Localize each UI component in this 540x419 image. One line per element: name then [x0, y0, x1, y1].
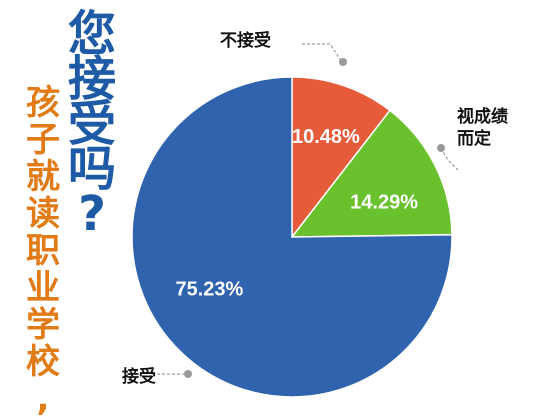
title-char: 接: [67, 51, 116, 107]
pie-slice: [291, 76, 391, 240]
pie-slice: [131, 76, 453, 398]
title-char: 您: [67, 6, 116, 62]
slice-value-label: 10.48%: [292, 126, 360, 148]
callout-dot: [184, 370, 192, 378]
callout-line: [302, 43, 343, 63]
callout-line: [440, 147, 459, 171]
slice-value-label: 14.29%: [350, 191, 418, 213]
slice-category-label: 而定: [457, 128, 491, 149]
title-char: 吗: [67, 141, 116, 197]
chart-subtitle: 孩子就读职业学校,: [24, 86, 62, 419]
title-char: 子: [26, 120, 60, 160]
title-char: 孩: [26, 83, 60, 123]
title-char: 就: [26, 157, 60, 197]
title-char: 职: [26, 231, 60, 271]
title-char: 业: [26, 268, 60, 308]
title-char: 读: [26, 194, 60, 234]
pie-slice: [290, 109, 453, 238]
chart-stage: 您接受吗? 孩子就读职业学校, 10.48% 14.29% 75.23% 不接受 视成绩…: [26, 6, 508, 416]
slice-category-label: 视成绩: [457, 106, 508, 127]
title-char: 学: [26, 305, 60, 345]
chart-title: 您接受吗?: [62, 6, 122, 242]
slice-category-label: 接受: [122, 366, 156, 387]
callout-dot: [339, 58, 347, 66]
title-char: 受: [67, 96, 116, 152]
slice-value-label: 75.23%: [175, 279, 243, 301]
callout-dot: [437, 144, 445, 152]
title-char: 校: [26, 342, 60, 382]
title-char: ?: [78, 186, 106, 242]
slice-category-label: 不接受: [220, 30, 271, 51]
